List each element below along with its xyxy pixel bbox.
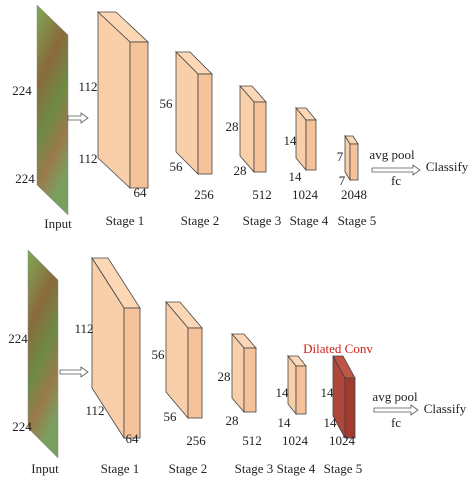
stage-channels: 64 xyxy=(126,431,140,446)
stage-height: 14 xyxy=(284,133,298,148)
output-label: Classify xyxy=(426,159,469,174)
stage-name: Stage 3 xyxy=(243,213,282,228)
box-side xyxy=(344,134,351,182)
stage-name: Stage 3 xyxy=(235,461,274,476)
box-side xyxy=(231,332,245,414)
stage-width: 14 xyxy=(324,415,338,430)
stage-channels: 512 xyxy=(242,433,262,448)
stage-name: Stage 5 xyxy=(338,213,377,228)
stage-name: Stage 1 xyxy=(106,213,145,228)
arrow xyxy=(373,404,419,416)
stage-height: 112 xyxy=(74,321,93,336)
stage-width: 14 xyxy=(289,169,303,184)
stage-name: Stage 5 xyxy=(324,461,363,476)
stage-height: 14 xyxy=(321,385,335,400)
arrow xyxy=(371,164,421,176)
stage-width: 28 xyxy=(234,163,247,178)
stage-height: 56 xyxy=(152,347,166,362)
box-side xyxy=(175,51,199,175)
input-image xyxy=(36,4,69,216)
pool-label: avg pool xyxy=(372,389,418,404)
stage-name: Stage 2 xyxy=(169,461,208,476)
stage-width: 56 xyxy=(164,409,178,424)
input-label: Input xyxy=(44,216,72,231)
fc-label: fc xyxy=(391,415,401,430)
stage-channels: 1024 xyxy=(292,187,319,202)
stage-height: 112 xyxy=(78,79,97,94)
stage-width: 56 xyxy=(170,159,184,174)
stage-height: 14 xyxy=(276,385,290,400)
input-label: Input xyxy=(31,461,59,476)
box-front xyxy=(305,119,317,171)
stage-height: 28 xyxy=(226,119,239,134)
stage-channels: 1024 xyxy=(282,433,309,448)
box-front xyxy=(344,377,356,439)
stage-height: 7 xyxy=(337,149,344,164)
fc-label: fc xyxy=(391,173,401,188)
stage-width: 14 xyxy=(278,415,292,430)
pool-label: avg pool xyxy=(369,147,415,162)
input-width: 224 xyxy=(15,171,35,186)
stage-width: 28 xyxy=(226,413,239,428)
box-front xyxy=(129,41,149,189)
stage-channels: 256 xyxy=(186,433,206,448)
input-height: 224 xyxy=(12,83,32,98)
input-width: 224 xyxy=(12,419,32,434)
stage-name: Stage 4 xyxy=(290,213,329,228)
stage-height: 56 xyxy=(160,96,174,111)
stage-channels: 64 xyxy=(134,185,148,200)
box-front xyxy=(349,143,359,181)
stage-name: Stage 1 xyxy=(101,461,140,476)
stage-height: 28 xyxy=(218,369,231,384)
box-front xyxy=(187,327,203,419)
box-front xyxy=(253,101,267,173)
box-side xyxy=(97,11,131,189)
stage-channels: 2048 xyxy=(341,187,367,202)
box-front xyxy=(295,365,307,415)
stage-width: 112 xyxy=(78,151,97,166)
box-front xyxy=(123,307,141,439)
stage-channels: 512 xyxy=(252,187,272,202)
stage-name: Stage 2 xyxy=(181,213,220,228)
annotation: Dilated Conv xyxy=(303,341,373,356)
input-image xyxy=(27,249,59,459)
box-front xyxy=(197,73,213,175)
input-height: 224 xyxy=(8,331,28,346)
stage-channels: 1024 xyxy=(329,433,356,448)
stage-channels: 256 xyxy=(194,187,214,202)
box-front xyxy=(243,347,257,413)
stage-width: 7 xyxy=(339,173,346,188)
box-side xyxy=(287,354,297,416)
arrow xyxy=(59,366,89,378)
output-label: Classify xyxy=(424,401,467,416)
stage-width: 112 xyxy=(85,403,104,418)
arrow xyxy=(67,112,89,124)
stage-name: Stage 4 xyxy=(277,461,316,476)
